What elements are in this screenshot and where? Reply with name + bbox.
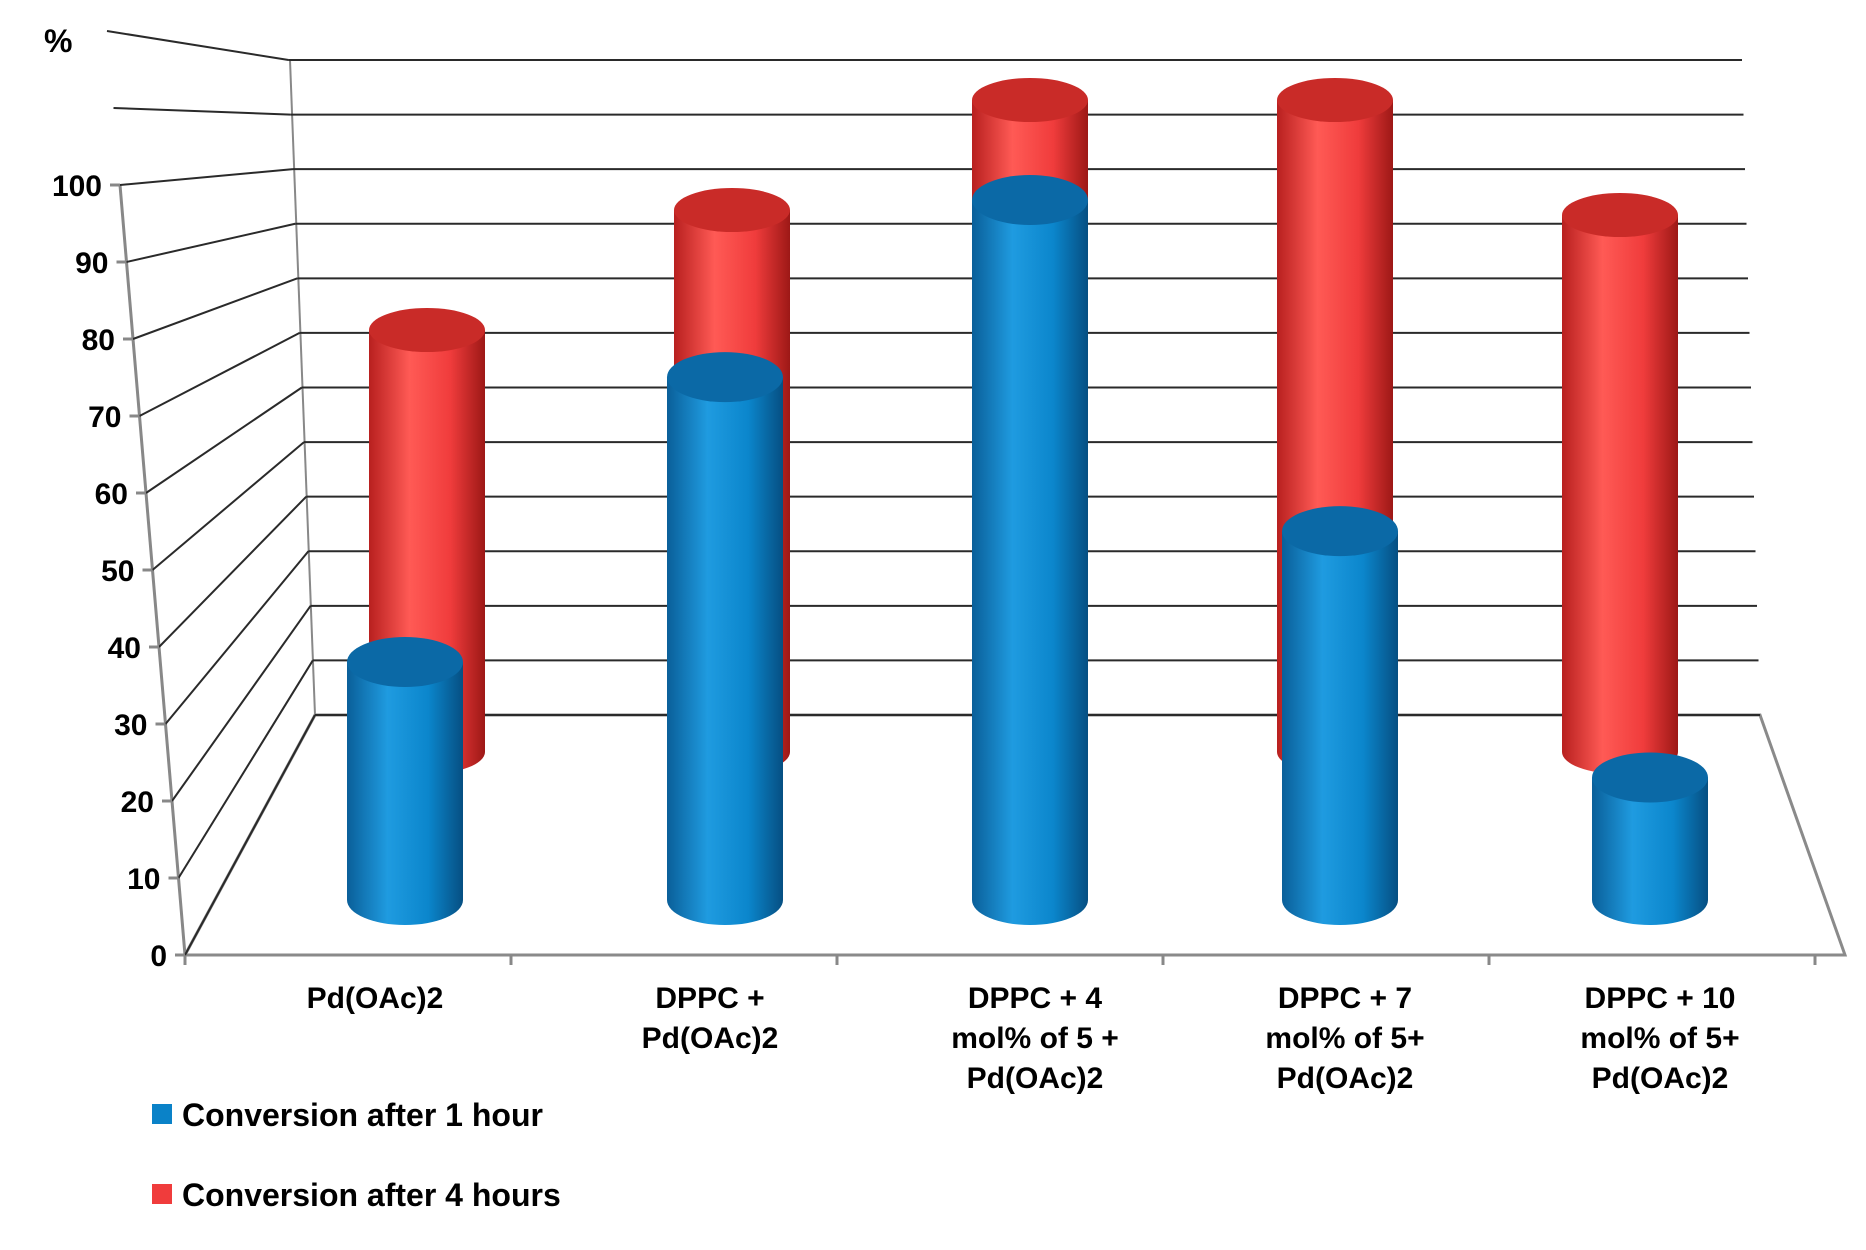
bar-4h-4-body: [1562, 215, 1678, 774]
side-gridline: [151, 441, 305, 571]
bar-1h-0: [347, 637, 463, 925]
bar-1h-0-top: [347, 637, 463, 687]
bar-1h-1-body: [667, 377, 783, 926]
side-gridline: [139, 332, 301, 417]
bar-1h-2-body: [972, 200, 1088, 925]
legend: Conversion after 1 hour Conversion after …: [152, 1097, 561, 1213]
y-tick-label: 10: [127, 863, 160, 896]
x-category-label: DPPC + 4 mol% of 5 + Pd(OAc)2: [951, 982, 1119, 1095]
bar-4h-4: [1562, 193, 1678, 774]
bar-4h-3-top: [1277, 78, 1393, 122]
bar-1h-1: [667, 352, 783, 926]
bar-4h-0-top: [369, 308, 485, 352]
side-gridline: [113, 107, 291, 116]
y-tick-label: 90: [75, 247, 108, 280]
side-gridline: [145, 386, 303, 494]
y-tick-label: 80: [82, 324, 115, 357]
y-tick-label: 60: [95, 478, 128, 511]
y-tick-label: 0: [150, 940, 167, 973]
legend-swatch: [152, 1184, 172, 1204]
bar-1h-3-top: [1282, 506, 1398, 557]
side-gridline: [106, 30, 289, 61]
bar-1h-3-body: [1282, 531, 1398, 925]
side-gridline: [132, 277, 298, 340]
x-axis-labels: Pd(OAc)2 DPPC + Pd(OAc)2 DPPC + 4 mol% of 5 …: [307, 982, 1740, 1095]
y-tick-label: 20: [121, 786, 154, 819]
bar-1h-4: [1592, 752, 1708, 925]
x-category-label: Pd(OAc)2: [307, 982, 444, 1015]
bar-1h-1-top: [667, 352, 783, 403]
legend-item: Conversion after 1 hour: [152, 1097, 543, 1133]
y-axis-unit-label: %: [44, 23, 72, 59]
x-category-label: DPPC + Pd(OAc)2: [642, 982, 779, 1055]
side-gridline: [158, 495, 307, 648]
x-category-label: DPPC + 10 mol% of 5+ Pd(OAc)2: [1580, 982, 1739, 1095]
legend-label: Conversion after 4 hours: [182, 1177, 561, 1213]
bar-1h-2-top: [972, 175, 1088, 225]
bar-4h-4-top: [1562, 193, 1678, 237]
y-axis-ticks: 0 10 20 30 40 50 60 70 80 90 100: [52, 170, 185, 973]
bar-4h-2-top: [972, 78, 1088, 122]
series-front-cylinders: [347, 175, 1708, 926]
side-gridline: [171, 605, 312, 802]
y-tick-label: 100: [52, 170, 102, 203]
x-category-label: DPPC + 7 mol% of 5+ Pd(OAc)2: [1265, 982, 1424, 1095]
bar-1h-0-body: [347, 662, 463, 925]
y-tick-label: 40: [108, 632, 141, 665]
bar-1h-3: [1282, 506, 1398, 925]
bar-1h-4-top: [1592, 752, 1708, 803]
side-gridline: [164, 550, 310, 725]
side-gridline: [126, 222, 296, 263]
bar-1h-2: [972, 175, 1088, 925]
side-gridline: [177, 659, 314, 879]
y-tick-label: 70: [88, 401, 121, 434]
bar-4h-1-top: [674, 188, 790, 232]
legend-item: Conversion after 4 hours: [152, 1177, 561, 1213]
y-tick-label: 30: [114, 709, 147, 742]
y-tick-label: 50: [101, 555, 134, 588]
legend-label: Conversion after 1 hour: [182, 1097, 543, 1133]
bar-1h-4-body: [1592, 777, 1708, 925]
side-gridline: [119, 168, 294, 186]
legend-swatch: [152, 1104, 172, 1124]
side-gridline: [184, 714, 316, 956]
